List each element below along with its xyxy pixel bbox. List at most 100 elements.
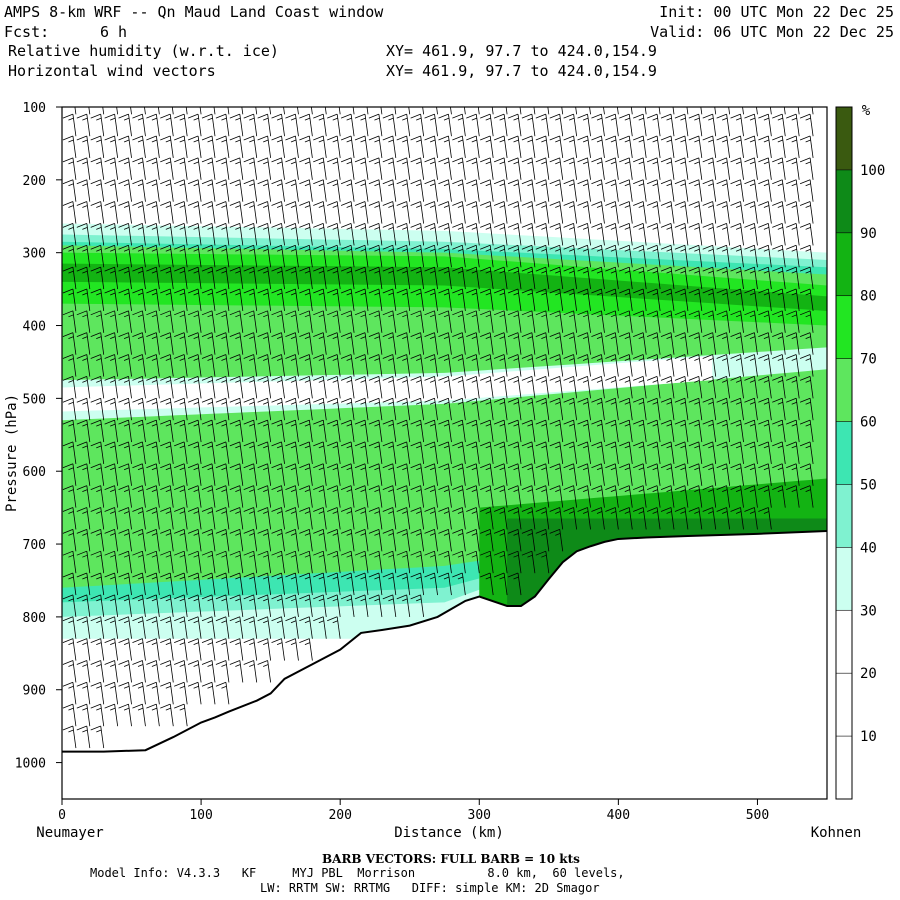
wind-barb bbox=[313, 419, 327, 443]
wind-barb bbox=[549, 244, 564, 268]
wind-barb bbox=[466, 397, 480, 421]
wind-barb bbox=[799, 310, 814, 333]
wind-barb bbox=[90, 703, 105, 727]
wind-barb bbox=[340, 135, 355, 159]
wind-barb bbox=[396, 594, 411, 617]
wind-barb bbox=[410, 157, 425, 180]
wind-barb bbox=[452, 201, 466, 224]
wind-barb bbox=[174, 463, 188, 486]
wind-barb bbox=[772, 463, 786, 486]
wind-barb bbox=[563, 179, 578, 202]
wind-barb bbox=[577, 179, 591, 202]
wind-barb bbox=[160, 135, 174, 159]
wind-barb bbox=[368, 419, 383, 443]
wind-barb bbox=[382, 332, 397, 355]
wind-barb bbox=[160, 507, 174, 530]
wind-barb bbox=[285, 528, 299, 552]
wind-barb bbox=[340, 419, 355, 443]
wind-barb bbox=[146, 113, 160, 137]
wind-barb bbox=[382, 113, 397, 137]
wind-barb bbox=[772, 485, 786, 508]
wind-barb bbox=[493, 244, 508, 268]
wind-barb bbox=[535, 201, 550, 224]
wind-barb bbox=[744, 223, 758, 246]
wind-barb bbox=[702, 397, 717, 421]
wind-barb bbox=[466, 179, 480, 202]
wind-barb bbox=[452, 441, 466, 464]
wind-barb bbox=[591, 485, 605, 508]
valid-time: Valid: 06 UTC Mon 22 Dec 25 bbox=[650, 23, 894, 41]
wind-barb bbox=[118, 310, 132, 333]
wind-barb bbox=[452, 135, 466, 159]
wind-barb bbox=[271, 463, 285, 486]
terrain bbox=[62, 529, 827, 799]
wind-barb bbox=[285, 507, 299, 530]
wind-barb bbox=[452, 288, 466, 312]
wind-barb bbox=[758, 135, 772, 159]
wind-barb bbox=[76, 528, 91, 552]
wind-barb bbox=[229, 594, 244, 617]
wind-barb bbox=[591, 113, 605, 137]
wind-barb bbox=[646, 157, 661, 180]
wind-barb bbox=[327, 572, 341, 596]
wind-barb bbox=[619, 463, 633, 486]
wind-barb bbox=[146, 463, 160, 486]
wind-barb bbox=[493, 419, 508, 443]
wind-barb bbox=[118, 332, 132, 355]
wind-barb bbox=[716, 485, 731, 508]
wind-barb bbox=[104, 485, 119, 508]
wind-barb bbox=[104, 223, 119, 246]
wind-barb bbox=[507, 528, 522, 552]
wind-barb bbox=[549, 375, 564, 399]
wind-barb bbox=[104, 572, 119, 596]
wind-barb bbox=[493, 135, 508, 159]
wind-barb bbox=[521, 288, 536, 312]
wind-barb bbox=[799, 135, 814, 159]
wind-barb bbox=[507, 135, 522, 159]
wind-barb bbox=[160, 638, 174, 661]
wind-barb bbox=[758, 375, 772, 399]
wind-barb bbox=[62, 528, 77, 552]
wind-barb bbox=[160, 594, 174, 617]
wind-barb bbox=[187, 310, 202, 333]
wind-barb bbox=[452, 332, 466, 355]
wind-barb bbox=[744, 135, 758, 159]
wind-barb bbox=[299, 528, 313, 552]
wind-barb bbox=[633, 507, 647, 530]
wind-barb bbox=[786, 157, 800, 180]
wind-barb bbox=[368, 572, 383, 596]
wind-barb bbox=[672, 107, 675, 115]
wind-barb bbox=[299, 638, 313, 661]
wind-barb bbox=[213, 107, 216, 115]
wind-barb bbox=[633, 179, 647, 202]
wind-barb bbox=[187, 441, 202, 464]
wind-barb bbox=[104, 135, 119, 159]
wind-barb bbox=[424, 354, 438, 377]
barb-note: BARB VECTORS: FULL BARB = 10 kts bbox=[322, 852, 580, 866]
wind-barb bbox=[480, 572, 494, 596]
wind-barb bbox=[299, 354, 313, 377]
wind-barb bbox=[62, 638, 77, 661]
wind-barb bbox=[563, 113, 578, 137]
wind-barb bbox=[368, 157, 383, 180]
wind-barb bbox=[730, 135, 744, 159]
wind-barb bbox=[424, 244, 438, 268]
wind-barb bbox=[549, 157, 564, 180]
wind-barb bbox=[215, 266, 230, 290]
wind-barb bbox=[90, 179, 105, 202]
wind-barb bbox=[243, 638, 258, 661]
wind-barb bbox=[507, 223, 522, 246]
wind-barb bbox=[549, 441, 564, 464]
wind-barb bbox=[493, 266, 508, 290]
wind-barb bbox=[90, 397, 105, 421]
wind-barb bbox=[535, 310, 550, 333]
wind-barb bbox=[146, 485, 160, 508]
wind-barb bbox=[436, 107, 438, 115]
wind-barb bbox=[772, 266, 786, 290]
wind-barb bbox=[271, 201, 285, 224]
wind-barb bbox=[493, 201, 508, 224]
wind-barb bbox=[229, 135, 244, 159]
wind-barb bbox=[396, 507, 411, 530]
wind-barb bbox=[549, 223, 564, 246]
wind-barb bbox=[76, 703, 91, 727]
